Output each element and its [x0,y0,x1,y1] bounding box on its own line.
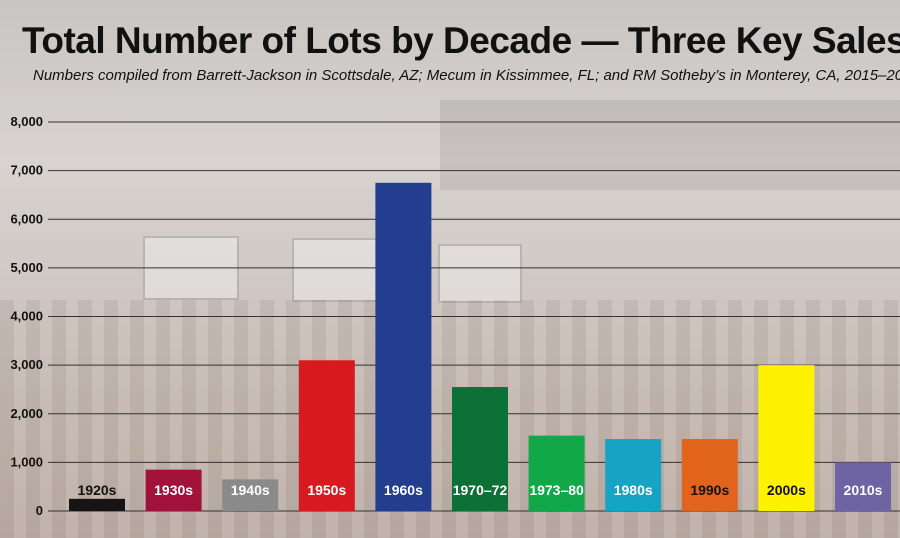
category-label: 1960s [384,482,423,498]
category-label: 1950s [307,482,346,498]
bar-labels: 1920s 1930s 1940s 1950s 1960s 1970–72 1973–80 1… [78,482,883,498]
bar-2010s [835,462,891,511]
bars [69,182,891,511]
category-label: 1980s [614,482,653,498]
category-label: 1940s [231,482,270,498]
bar-1973–80 [528,435,585,511]
category-label: 1970–72 [453,482,508,498]
y-tick-label: 6,000 [10,211,43,226]
y-axis-ticks: 0 1,000 2,000 3,000 4,000 5,000 6,000 7,000 8,00… [10,114,43,518]
bar-1970–72 [452,387,508,511]
bar-1920s [69,498,125,511]
category-label: 2000s [767,482,806,498]
bar-2000s [758,365,815,511]
y-tick-label: 8,000 [10,114,43,129]
category-label: 1930s [154,482,193,498]
bar-1990s [681,439,738,511]
y-tick-label: 0 [36,503,43,518]
y-tick-label: 1,000 [10,454,43,469]
y-tick-label: 2,000 [10,406,43,421]
chart-title: Total Number of Lots by Decade — Three K… [22,20,900,61]
bar-1940s [222,479,279,511]
category-label: 1973–80 [529,482,584,498]
bar-1960s [375,182,432,511]
bar-1950s [298,360,355,511]
bar-1980s [605,439,662,511]
chart-subtitle: Numbers compiled from Barrett-Jackson in… [33,67,900,84]
y-tick-label: 4,000 [10,309,43,324]
bar-1930s [145,469,202,511]
y-tick-label: 7,000 [10,163,43,178]
y-tick-label: 3,000 [10,357,43,372]
category-label: 1990s [690,482,729,498]
y-tick-label: 5,000 [10,260,43,275]
category-label: 1920s [78,482,117,498]
category-label: 2010s [844,482,883,498]
